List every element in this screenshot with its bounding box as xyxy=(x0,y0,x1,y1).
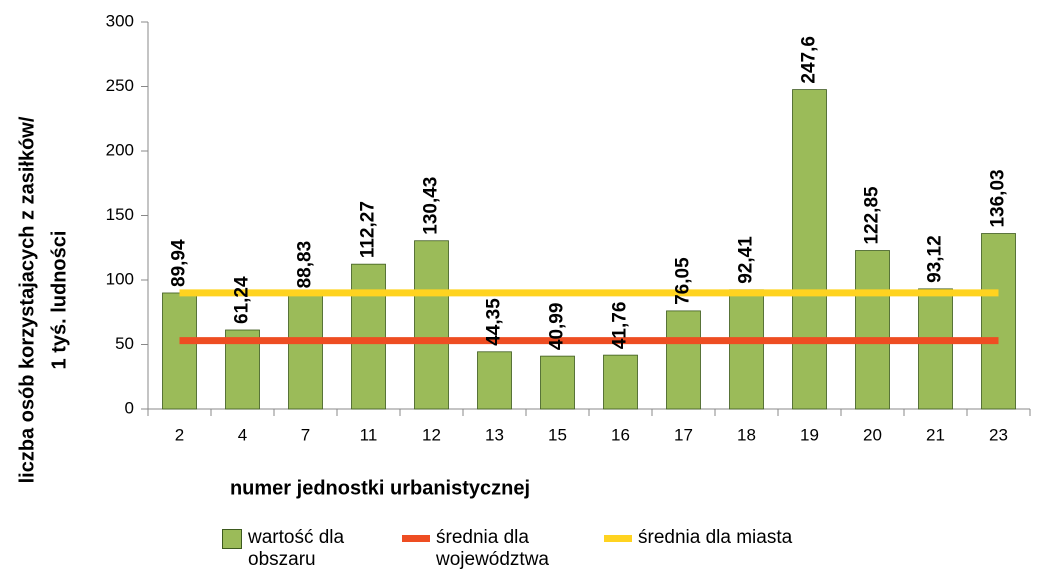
bar xyxy=(603,354,638,410)
bar xyxy=(729,289,764,410)
legend: wartość dla obszaru średnia dla województ… xyxy=(0,527,1038,581)
legend-swatch xyxy=(222,529,242,549)
value-label-group: 88,83 xyxy=(295,241,316,289)
y-axis-title: liczba osób korzystajacych z zasiłków/ 1… xyxy=(16,116,70,483)
y-tick-label: 50 xyxy=(115,334,134,353)
value-label: 40,99 xyxy=(547,303,568,351)
x-tick-label: 12 xyxy=(422,425,441,444)
bar xyxy=(792,89,827,410)
legend-item: wartość dla obszaru xyxy=(222,527,398,571)
legend-item: średnia dla województwa xyxy=(402,527,606,571)
value-label: 130,43 xyxy=(421,177,442,235)
x-tick-label: 20 xyxy=(863,425,882,444)
legend-label: średnia dla województwa xyxy=(436,527,549,570)
x-tick-label: 4 xyxy=(238,425,247,444)
value-label: 93,12 xyxy=(925,235,946,283)
value-label: 122,85 xyxy=(862,186,883,245)
value-label-group: 41,76 xyxy=(610,302,631,350)
legend-label: średnia dla miasta xyxy=(638,527,793,548)
x-tick-label: 15 xyxy=(548,425,567,444)
value-label-group: 93,12 xyxy=(925,235,946,283)
value-label-group: 61,24 xyxy=(232,276,253,324)
value-label-group: 130,43 xyxy=(421,177,442,235)
bar xyxy=(288,294,323,410)
x-tick-label: 17 xyxy=(674,425,693,444)
value-label-group: 92,41 xyxy=(736,236,757,284)
value-label-group: 136,03 xyxy=(988,169,1009,227)
y-tick-label: 300 xyxy=(106,11,134,30)
x-axis-title: numer jednostki urbanistycznej xyxy=(230,477,530,499)
y-axis-title-line: 1 tyś. ludności xyxy=(48,231,70,370)
x-tick-label: 19 xyxy=(800,425,819,444)
bar xyxy=(981,233,1016,410)
y-tick-label: 150 xyxy=(106,205,134,224)
x-tick-label: 2 xyxy=(175,425,184,444)
legend-swatch xyxy=(604,535,632,542)
x-tick-label: 21 xyxy=(926,425,945,444)
legend-label: wartość dla obszaru xyxy=(248,527,345,570)
bar xyxy=(414,240,449,410)
value-label: 112,27 xyxy=(358,201,379,258)
value-label: 76,05 xyxy=(673,257,694,305)
x-tick-label: 7 xyxy=(301,425,310,444)
x-tick-label: 11 xyxy=(360,425,378,444)
value-label: 136,03 xyxy=(988,169,1009,227)
y-tick-label: 100 xyxy=(106,269,134,288)
value-label: 247,6 xyxy=(799,36,820,84)
bar xyxy=(540,355,575,410)
value-label-group: 89,94 xyxy=(169,239,190,287)
x-tick-label: 13 xyxy=(485,425,504,444)
value-label-group: 76,05 xyxy=(673,257,694,305)
bar xyxy=(477,351,512,410)
x-tick-label: 16 xyxy=(611,425,630,444)
x-tick-label: 18 xyxy=(737,425,756,444)
legend-swatch xyxy=(402,535,430,542)
bar xyxy=(666,310,701,410)
bar xyxy=(855,250,890,410)
value-label: 44,35 xyxy=(484,298,505,346)
value-label: 88,83 xyxy=(295,241,316,289)
value-label: 92,41 xyxy=(736,236,757,284)
bar xyxy=(918,288,953,410)
value-label: 41,76 xyxy=(610,302,631,350)
value-label-group: 44,35 xyxy=(484,298,505,346)
y-tick-label: 0 xyxy=(125,398,134,417)
value-label-group: 40,99 xyxy=(547,303,568,351)
bar xyxy=(162,292,197,410)
y-tick-label: 250 xyxy=(106,76,134,95)
value-label-group: 122,85 xyxy=(862,186,883,245)
value-label: 61,24 xyxy=(232,276,253,324)
value-label-group: 247,6 xyxy=(799,36,820,84)
value-label-group: 112,27 xyxy=(358,201,379,258)
y-tick-label: 200 xyxy=(106,140,134,159)
legend-item: średnia dla miasta xyxy=(604,527,792,549)
bar xyxy=(351,263,386,410)
value-label: 89,94 xyxy=(169,239,190,287)
y-axis-title-line: liczba osób korzystajacych z zasiłków/ xyxy=(16,116,38,483)
x-tick-label: 23 xyxy=(989,425,1008,444)
